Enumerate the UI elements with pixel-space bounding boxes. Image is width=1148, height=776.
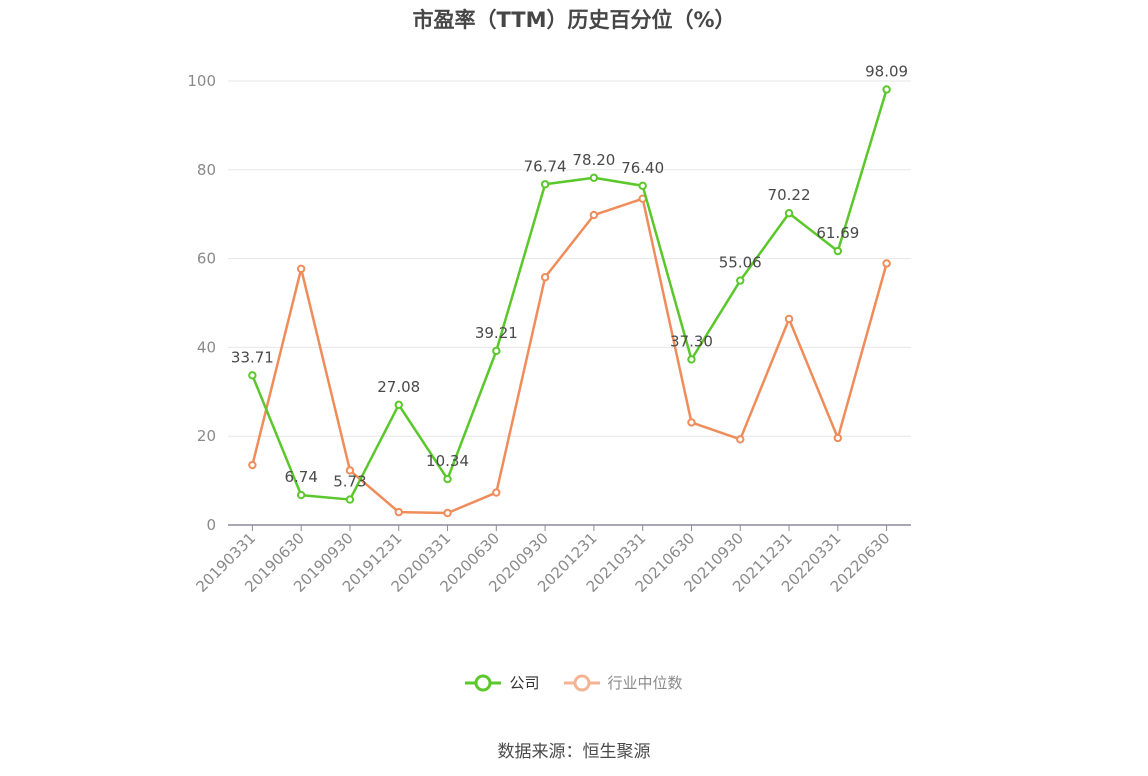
source-note: 数据来源：恒生聚源 — [497, 742, 651, 762]
data-label-company: 37.30 — [670, 332, 713, 350]
legend-item-company[interactable]: 公司 — [465, 672, 540, 693]
data-point-series-1 — [589, 210, 599, 220]
data-label-company: 10.34 — [426, 452, 469, 470]
data-point-series-0 — [492, 346, 501, 356]
data-label-company: 27.08 — [377, 378, 420, 396]
data-label-company: 98.09 — [865, 62, 908, 80]
series-line-1 — [251, 197, 888, 515]
data-point-series-1 — [492, 488, 501, 497]
data-point-series-1 — [443, 508, 452, 518]
data-label-company: 5.73 — [333, 473, 366, 491]
data-point-series-1 — [882, 259, 891, 268]
data-point-series-1 — [248, 460, 257, 470]
data-point-series-0 — [345, 495, 355, 504]
legend-swatch-company-icon — [465, 674, 502, 691]
data-point-series-1 — [345, 466, 355, 475]
data-point-series-1 — [296, 264, 306, 274]
legend-label-company: 公司 — [509, 674, 540, 692]
data-point-series-1 — [736, 435, 745, 444]
data-label-company: 78.20 — [572, 151, 615, 169]
data-label-company: 33.71 — [231, 348, 274, 366]
y-tick-label: 20 — [197, 427, 216, 445]
data-point-series-1 — [394, 507, 403, 517]
data-point-series-0 — [784, 209, 794, 218]
data-point-series-0 — [589, 173, 599, 182]
y-tick-label: 60 — [197, 250, 216, 268]
data-point-series-0 — [882, 85, 891, 94]
legend-item-industry-median[interactable]: 行业中位数 — [563, 672, 683, 693]
data-point-series-1 — [784, 314, 794, 324]
legend-swatch-industry-icon — [563, 674, 600, 691]
data-label-company: 61.69 — [816, 224, 859, 242]
data-point-series-0 — [833, 246, 843, 256]
data-label-company: 55.06 — [719, 254, 762, 272]
y-tick-label: 100 — [187, 72, 216, 90]
data-point-series-0 — [638, 181, 647, 190]
data-point-series-0 — [540, 180, 550, 189]
data-label-company: 39.21 — [475, 324, 518, 342]
data-point-series-0 — [248, 371, 257, 380]
data-point-series-1 — [687, 418, 696, 427]
data-point-series-0 — [736, 276, 745, 285]
series-line-0 — [251, 89, 888, 501]
chart-title: 市盈率（TTM）历史百分位（%） — [412, 8, 736, 32]
data-label-company: 76.74 — [524, 157, 567, 175]
data-label-company: 76.40 — [621, 159, 664, 177]
data-label-company: 70.22 — [768, 186, 811, 204]
legend-label-industry-median: 行业中位数 — [607, 674, 683, 692]
data-point-series-0 — [687, 355, 696, 364]
data-point-series-1 — [540, 273, 550, 282]
data-point-series-0 — [296, 490, 306, 500]
data-point-series-1 — [833, 433, 843, 443]
y-tick-label: 40 — [197, 338, 216, 356]
y-tick-label: 0 — [206, 516, 216, 534]
y-tick-label: 80 — [197, 161, 216, 179]
data-point-series-0 — [394, 400, 403, 409]
data-point-series-0 — [443, 474, 452, 484]
legend: 公司 行业中位数 — [0, 672, 1148, 693]
data-label-company: 6.74 — [284, 468, 317, 486]
